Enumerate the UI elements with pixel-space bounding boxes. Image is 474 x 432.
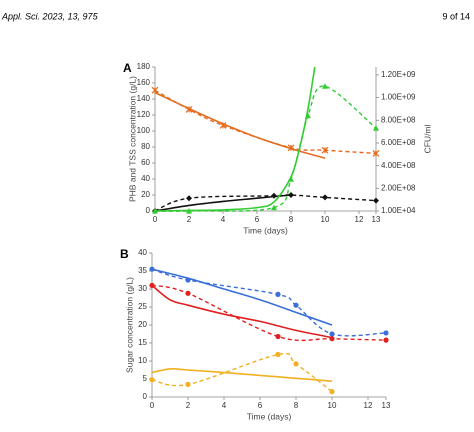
y-tick-label: 180 [137, 62, 151, 71]
series-line [155, 194, 292, 212]
data-point [293, 302, 299, 308]
x-tick-label: 6 [258, 401, 263, 410]
data-point [293, 361, 299, 367]
series-line [155, 66, 316, 212]
y-tick-label: 80 [141, 142, 150, 151]
panel-label: A [123, 61, 132, 75]
x-tick-label: 13 [372, 215, 381, 224]
y2-tick-label: 2.00E+08 [381, 183, 416, 192]
data-point [373, 125, 379, 131]
series-line [152, 284, 333, 339]
data-point [185, 290, 191, 296]
x-tick-label: 8 [294, 401, 299, 410]
x-tick-label: 0 [153, 215, 158, 224]
y2-tick-label: 1.00E+09 [381, 93, 416, 102]
y-tick-label: 35 [138, 266, 147, 275]
y-tick-label: 40 [138, 248, 147, 257]
y-tick-label: 30 [138, 284, 147, 293]
series-line [152, 368, 333, 382]
data-point [372, 149, 380, 157]
x-tick-label: 2 [187, 215, 192, 224]
y-tick-label: 20 [141, 190, 150, 199]
series-line [152, 268, 333, 326]
series-line [155, 85, 377, 212]
series-line [152, 284, 387, 342]
y-tick-label: 15 [138, 338, 147, 347]
y2-tick-label: 1.00E+04 [381, 206, 416, 215]
page-number: 9 of 14 [442, 11, 470, 21]
journal-header: Appl. Sci. 2023, 13, 975 [1, 11, 99, 21]
x-tick-label: 10 [321, 215, 330, 224]
data-point [151, 86, 159, 94]
data-point [373, 197, 379, 204]
y-tick-label: 140 [137, 94, 151, 103]
y-tick-label: 0 [146, 206, 151, 215]
x-tick-label: 8 [289, 215, 294, 224]
y2-tick-label: 1.20E+09 [381, 70, 416, 79]
x-tick-label: 13 [382, 401, 391, 410]
y-tick-label: 120 [137, 110, 151, 119]
x-tick-label: 4 [222, 401, 227, 410]
data-point [186, 195, 192, 202]
series-line [155, 89, 377, 155]
data-point [271, 204, 277, 211]
data-point [275, 351, 281, 358]
data-point [383, 337, 389, 343]
series-line [152, 352, 333, 393]
panel-label: B [120, 247, 129, 261]
y2-tick-label: 8.00E+08 [381, 115, 416, 124]
y-tick-label: 5 [143, 374, 148, 383]
x-tick-label: 6 [255, 215, 260, 224]
y-tick-label: 10 [138, 356, 147, 365]
y-tick-label: 160 [137, 78, 151, 87]
y-tick-label: 60 [141, 158, 150, 167]
y2-tick-label: 6.00E+08 [381, 138, 416, 147]
x-tick-label: 2 [186, 401, 191, 410]
y-tick-label: 40 [141, 174, 150, 183]
data-point [275, 291, 281, 297]
data-point [149, 377, 155, 383]
data-point [321, 146, 329, 154]
y2-axis-title: CFU/ml [422, 124, 432, 153]
data-point [275, 333, 281, 340]
x-tick-label: 0 [150, 401, 155, 410]
x-tick-label: 10 [328, 401, 337, 410]
data-point [383, 330, 389, 336]
data-point [322, 194, 328, 201]
x-axis-title: Time (days) [243, 225, 288, 235]
data-point [185, 381, 191, 387]
y-tick-label: 100 [137, 126, 151, 135]
data-point [329, 331, 335, 337]
y-axis-title: Sugar concentration (g/L) [124, 277, 134, 373]
data-point [329, 389, 335, 395]
x-tick-label: 12 [355, 215, 364, 224]
x-axis-title: Time (days) [247, 411, 292, 421]
data-point [322, 83, 328, 89]
y-axis-title: PHB and TSS concentration (g/L) [127, 76, 137, 202]
y-tick-label: 0 [143, 392, 148, 401]
y-tick-label: 20 [138, 320, 147, 329]
y-tick-label: 25 [138, 302, 147, 311]
x-tick-label: 12 [364, 401, 373, 410]
y2-tick-label: 4.00E+08 [381, 161, 416, 170]
x-tick-label: 4 [221, 215, 226, 224]
series-line [155, 91, 326, 159]
